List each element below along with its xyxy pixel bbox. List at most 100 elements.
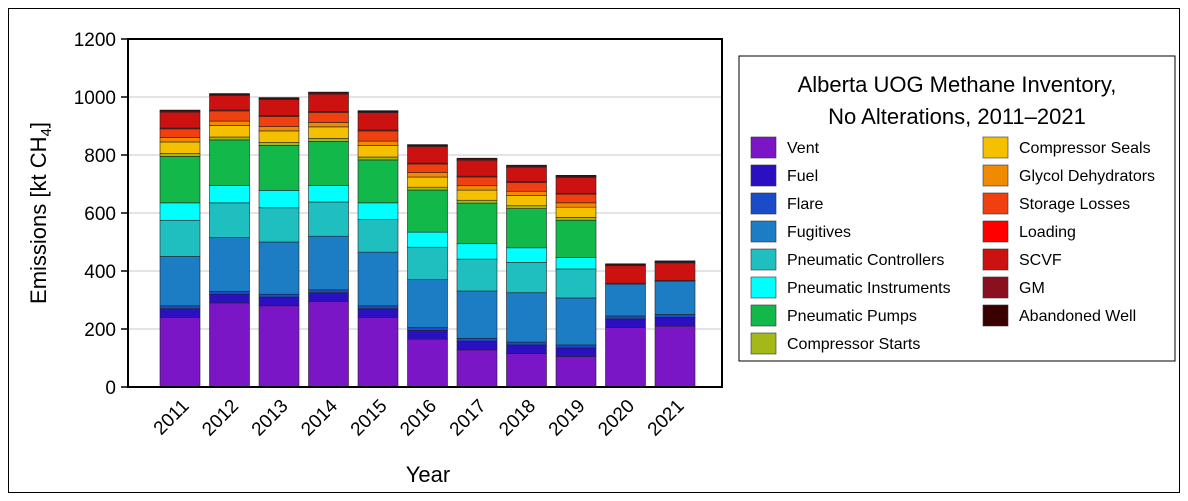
- bar-segment: [456, 189, 498, 201]
- bar-segment: [506, 205, 547, 209]
- legend-swatch: [982, 192, 1009, 215]
- bar-segment: [555, 219, 597, 258]
- bar-segment: [209, 202, 250, 238]
- bar-segment: [407, 144, 448, 147]
- x-tick-label: 2016: [396, 396, 441, 441]
- bar-segment: [506, 247, 547, 263]
- legend-item: Pneumatic Pumps: [750, 304, 917, 327]
- x-tick-label: 2020: [594, 396, 639, 441]
- legend-item: Loading: [982, 220, 1076, 243]
- bar-segment: [308, 122, 349, 128]
- bar-segment: [555, 257, 597, 270]
- legend-label: GM: [1019, 280, 1045, 297]
- bar-segment: [407, 172, 448, 178]
- bar-segment: [456, 340, 498, 351]
- x-tick-label: 2021: [644, 396, 689, 441]
- legend-swatch: [750, 248, 777, 271]
- legend-swatch: [982, 220, 1009, 243]
- bar-segment: [308, 201, 349, 237]
- bar-segment: [308, 301, 349, 388]
- legend-item: Vent: [750, 136, 820, 159]
- bar-segment: [555, 193, 597, 204]
- legend-label: SCVF: [1019, 252, 1062, 269]
- bar-stack-2015: [357, 110, 399, 388]
- bar-stacks: [159, 91, 696, 388]
- bar-stack-2020: [605, 263, 646, 388]
- legend-item: Fuel: [750, 164, 818, 187]
- legend-item: Abandoned Well: [982, 304, 1136, 327]
- bar-segment: [654, 314, 696, 318]
- bar-segment: [357, 317, 399, 388]
- bar-segment: [308, 289, 349, 294]
- chart-frame: [8, 8, 1180, 493]
- bar-segment: [605, 318, 646, 328]
- y-axis-title-subscript: 4: [38, 128, 55, 136]
- bar-segment: [456, 337, 498, 342]
- bar-segment: [357, 140, 399, 146]
- bar-segment: [456, 349, 498, 388]
- bar-segment: [258, 99, 300, 116]
- y-tick-label: 600: [84, 204, 116, 225]
- bar-segment: [407, 189, 448, 233]
- x-tick-label: 2011: [150, 396, 194, 440]
- legend-swatch: [750, 304, 777, 327]
- bar-segment: [357, 159, 399, 204]
- legend-item: Compressor Starts: [750, 332, 920, 355]
- legend-label: Vent: [787, 140, 820, 157]
- bar-segment: [456, 176, 498, 187]
- bar-segment: [605, 265, 646, 284]
- bar-stack-2014: [308, 91, 349, 388]
- bar-segment: [308, 126, 349, 139]
- legend-label: Pneumatic Controllers: [787, 252, 944, 269]
- bar-segment: [555, 206, 597, 218]
- legend-item: Pneumatic Controllers: [750, 248, 944, 271]
- bar-segment: [654, 280, 696, 315]
- legend-label: Glycol Dehydrators: [1019, 168, 1155, 185]
- y-tick-label: 1200: [74, 30, 116, 51]
- bar-stack-2016: [407, 144, 448, 388]
- bar-segment: [308, 185, 349, 203]
- legend-title-line-2: No Alterations, 2011–2021: [828, 104, 1086, 129]
- bar-stack-2018: [506, 164, 547, 388]
- legend-item: Fugitives: [750, 220, 851, 243]
- legend-swatch: [750, 220, 777, 243]
- bar-segment: [555, 347, 597, 357]
- bar-segment: [209, 110, 250, 122]
- bar-segment: [357, 156, 399, 161]
- bar-segment: [555, 177, 597, 194]
- bar-segment: [308, 91, 349, 94]
- bar-segment: [506, 166, 547, 182]
- bar-segment: [159, 308, 201, 318]
- bar-segment: [209, 93, 250, 95]
- bar-segment: [258, 126, 300, 132]
- bar-segment: [159, 141, 201, 154]
- bar-segment: [506, 261, 547, 294]
- bar-segment: [555, 344, 597, 349]
- bar-segment: [159, 128, 201, 138]
- legend-label: Fuel: [787, 168, 818, 185]
- bar-segment: [555, 175, 597, 177]
- bar-segment: [159, 153, 201, 157]
- bar-segment: [159, 219, 201, 257]
- bar-segment: [357, 110, 399, 113]
- bar-segment: [506, 208, 547, 249]
- legend-swatch: [750, 192, 777, 215]
- bar-segment: [308, 112, 349, 123]
- bar-segment: [456, 199, 498, 204]
- bar-segment: [654, 325, 696, 388]
- bar-segment: [555, 297, 597, 346]
- bar-segment: [258, 130, 300, 143]
- bar-segment: [159, 156, 201, 204]
- legend-label: Compressor Seals: [1019, 140, 1151, 157]
- bar-segment: [456, 290, 498, 339]
- bar-segment: [407, 176, 448, 188]
- bar-segment: [308, 141, 349, 186]
- bar-segment: [159, 202, 201, 221]
- bar-segment: [456, 258, 498, 292]
- legend-swatch: [750, 136, 777, 159]
- x-tick-label: 2019: [545, 396, 590, 441]
- bar-segment: [506, 344, 547, 354]
- bar-segment: [605, 327, 646, 388]
- bar-segment: [159, 111, 201, 129]
